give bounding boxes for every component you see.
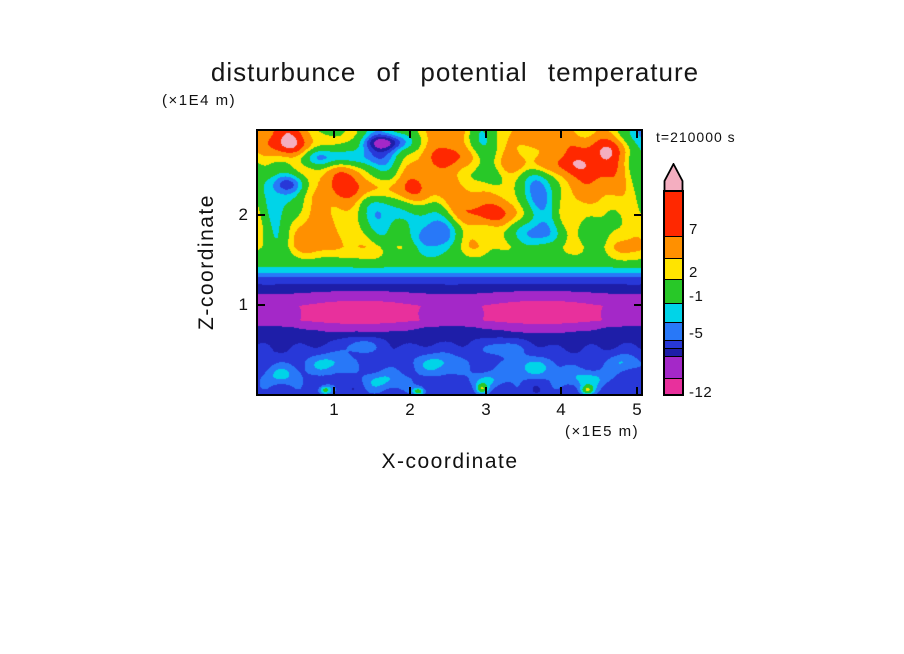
z-tick: [258, 214, 265, 216]
x-tick: [636, 131, 638, 138]
z-tick-label: 1: [238, 295, 248, 314]
x-tick: [333, 387, 335, 394]
x-tick: [636, 387, 638, 394]
colorbar-segment: [665, 348, 682, 356]
x-axis-unit-label: (×1E5 m): [565, 423, 640, 440]
colorbar-label: -5: [689, 325, 704, 342]
colorbar-segment: [665, 378, 682, 394]
x-tick-label: 4: [556, 400, 566, 419]
y-axis-label: Z-coordinate: [195, 194, 218, 330]
x-tick: [560, 387, 562, 394]
x-tick: [485, 131, 487, 138]
x-tick: [485, 387, 487, 394]
x-tick: [333, 131, 335, 138]
colorbar-segment: [665, 340, 682, 348]
z-tick-label: 2: [238, 205, 248, 224]
y-axis-unit-label: (×1E4 m): [162, 92, 237, 109]
x-tick: [409, 131, 411, 138]
colorbar-label: 2: [689, 264, 698, 281]
x-axis-label: X-coordinate: [381, 450, 519, 473]
x-tick-label: 1: [329, 400, 339, 419]
colorbar-segment: [665, 322, 682, 340]
colorbar-segment: [665, 356, 682, 378]
z-tick: [634, 214, 641, 216]
x-tick-label: 2: [405, 400, 415, 419]
x-tick-label: 5: [632, 400, 642, 419]
z-tick: [634, 304, 641, 306]
contour-canvas: [258, 131, 641, 394]
time-label: t=210000 s: [656, 129, 736, 145]
plot-area: [256, 129, 643, 396]
z-tick: [258, 304, 265, 306]
colorbar-label: 7: [689, 221, 698, 238]
colorbar-arrow-icon: [663, 163, 684, 192]
colorbar-segment: [665, 279, 682, 303]
colorbar-segment: [665, 236, 682, 258]
colorbar: [663, 190, 684, 396]
colorbar-segment: [665, 303, 682, 322]
x-tick: [560, 131, 562, 138]
chart-title: disturbunce of potential temperature: [210, 57, 700, 87]
colorbar-label: -1: [689, 288, 704, 305]
x-tick: [409, 387, 411, 394]
colorbar-segment: [665, 192, 682, 236]
colorbar-segment: [665, 258, 682, 279]
x-tick-label: 3: [481, 400, 491, 419]
colorbar-label: -12: [689, 384, 713, 401]
